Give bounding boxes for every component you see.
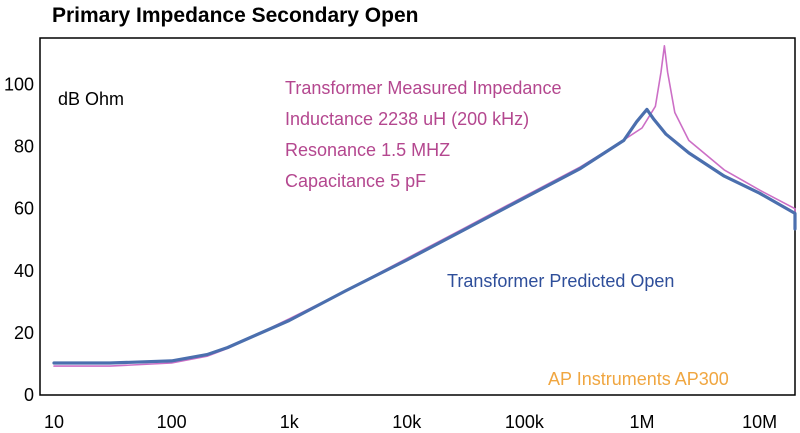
chart-title: Primary Impedance Secondary Open <box>52 4 419 27</box>
inductance-note: Inductance 2238 uH (200 kHz) <box>285 109 529 129</box>
instrument-credit: AP Instruments AP300 <box>548 369 729 389</box>
x-tick-label: 100 <box>157 412 187 432</box>
y-tick-label: 60 <box>14 199 34 219</box>
x-tick-label: 10 <box>44 412 64 432</box>
y-tick-label: 80 <box>14 137 34 157</box>
predicted-open-label: Transformer Predicted Open <box>447 271 674 291</box>
resonance-note: Resonance 1.5 MHZ <box>285 140 450 160</box>
series-line-predicted <box>52 107 797 365</box>
y-axis-label: dB Ohm <box>58 89 124 109</box>
y-tick-label: 40 <box>14 261 34 281</box>
y-tick-label: 100 <box>4 75 34 95</box>
capacitance-note: Capacitance 5 pF <box>285 171 426 191</box>
x-tick-label: 1k <box>280 412 300 432</box>
measured-impedance-label: Transformer Measured Impedance <box>285 78 561 98</box>
x-tick-label: 100k <box>505 412 545 432</box>
y-tick-label: 0 <box>24 385 34 405</box>
x-tick-label: 10M <box>742 412 777 432</box>
annotations: Transformer Measured Impedance Inductance… <box>285 78 729 389</box>
y-tick-label: 20 <box>14 323 34 343</box>
x-tick-label: 10k <box>392 412 422 432</box>
x-tick-label: 1M <box>629 412 654 432</box>
